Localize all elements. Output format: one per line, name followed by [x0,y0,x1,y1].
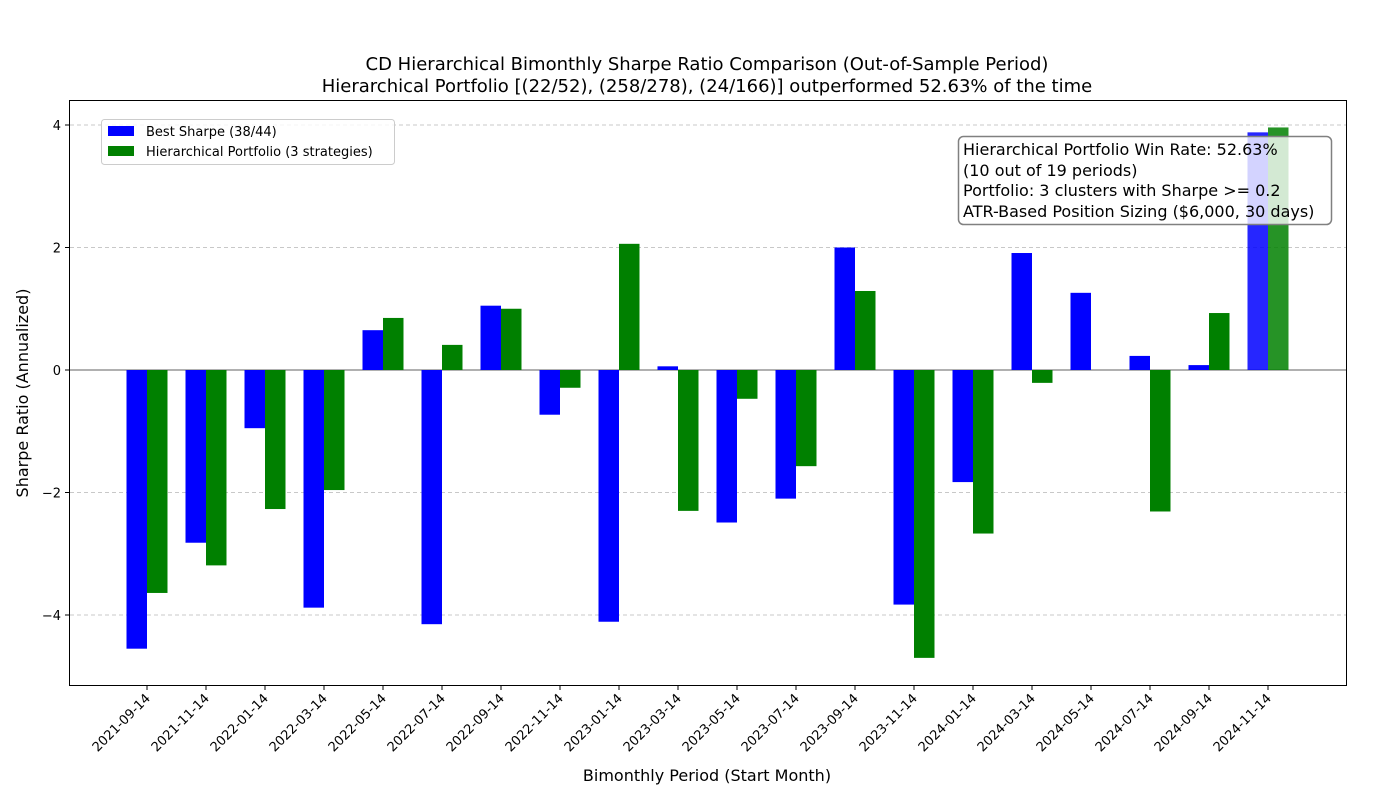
bar-best-sharpe [480,305,501,370]
bar-hierarchical [796,370,817,467]
bar-best-sharpe [657,366,678,370]
x-tick-label: 2024-03-14 [975,691,1039,755]
chart-title: CD Hierarchical Bimonthly Sharpe Ratio C… [366,54,1049,75]
bar-hierarchical [914,370,935,658]
bar-best-sharpe [1188,365,1209,370]
bar-best-sharpe [1011,253,1032,370]
bar-best-sharpe [303,370,324,608]
bar-hierarchical [147,370,168,593]
x-tick-label: 2022-03-14 [267,691,331,755]
legend-label-best-sharpe: Best Sharpe (38/44) [146,125,277,140]
bar-hierarchical [324,370,345,491]
y-tick-label: 0 [53,364,61,379]
bar-best-sharpe [893,370,914,605]
x-tick-label: 2023-05-14 [680,691,744,755]
bar-best-sharpe [539,370,560,415]
x-tick-label: 2023-07-14 [739,691,803,755]
bar-best-sharpe [185,370,206,543]
win-rate-annotation: Hierarchical Portfolio Win Rate: 52.63% … [957,135,1333,226]
x-tick-label: 2022-11-14 [503,691,567,755]
bar-best-sharpe [362,330,383,370]
y-tick-label: 4 [53,119,61,134]
x-tick-label: 2024-11-14 [1211,691,1275,755]
annotation-line-4: ATR-Based Position Sizing ($6,000, 30 da… [963,202,1314,221]
annotation-line-2: (10 out of 19 periods) [963,161,1137,180]
legend-swatch-best-sharpe [108,126,134,136]
bar-hierarchical [1150,370,1171,512]
legend-label-hierarchical: Hierarchical Portfolio (3 strategies) [146,145,373,160]
y-tick-label: −4 [42,609,61,624]
bar-best-sharpe [952,370,973,483]
x-tick-label: 2023-03-14 [621,691,685,755]
bar-hierarchical [1209,313,1230,370]
bar-best-sharpe [775,370,796,499]
bar-best-sharpe [834,247,855,370]
y-axis-ticks: −4 −2 0 2 4 [42,119,70,624]
x-tick-label: 2022-09-14 [444,691,508,755]
annotation-line-3: Portfolio: 3 clusters with Sharpe >= 0.2 [963,181,1281,200]
x-tick-label: 2024-01-14 [916,691,980,755]
bar-hierarchical [442,344,463,370]
legend-box [101,119,395,165]
bar-hierarchical [737,370,758,399]
y-axis-label: Sharpe Ratio (Annualized) [13,289,32,498]
bar-hierarchical [560,370,581,388]
annotation-line-1: Hierarchical Portfolio Win Rate: 52.63% [963,140,1278,159]
chart-subtitle: Hierarchical Portfolio [(22/52), (258/27… [322,76,1092,97]
x-axis-ticks: 2021-09-142021-11-142022-01-142022-03-14… [90,685,1275,755]
bar-best-sharpe [716,370,737,523]
x-tick-label: 2021-11-14 [149,691,213,755]
x-tick-label: 2024-05-14 [1034,691,1098,755]
bar-best-sharpe [1129,355,1150,370]
legend-swatch-hierarchical [108,146,134,156]
x-tick-label: 2022-05-14 [326,691,390,755]
x-tick-label: 2023-09-14 [798,691,862,755]
bar-hierarchical [619,243,640,370]
x-tick-label: 2024-09-14 [1152,691,1216,755]
x-tick-label: 2022-01-14 [208,691,272,755]
x-tick-label: 2021-09-14 [90,691,154,755]
bar-hierarchical [206,370,227,566]
bar-hierarchical [501,308,522,370]
x-tick-label: 2024-07-14 [1093,691,1157,755]
bar-best-sharpe [598,370,619,622]
legend: Best Sharpe (38/44) Hierarchical Portfol… [101,119,395,165]
bar-hierarchical [855,290,876,370]
x-tick-label: 2022-07-14 [385,691,449,755]
y-tick-label: 2 [53,242,61,257]
bar-best-sharpe [244,370,265,429]
bar-best-sharpe [421,370,442,625]
annotation-box [957,135,1333,226]
bars [126,127,1289,658]
bar-hierarchical [383,317,404,370]
y-tick-label: −2 [42,487,61,502]
plot-frame [69,100,1347,686]
bar-best-sharpe [126,370,147,649]
x-tick-label: 2023-01-14 [562,691,626,755]
x-tick-label: 2023-11-14 [857,691,921,755]
bar-hierarchical [678,370,699,511]
x-axis-label: Bimonthly Period (Start Month) [583,766,831,785]
bar-hierarchical [1032,370,1053,383]
bar-hierarchical [265,370,286,510]
bar-hierarchical [973,370,994,534]
bar-best-sharpe [1070,292,1091,370]
